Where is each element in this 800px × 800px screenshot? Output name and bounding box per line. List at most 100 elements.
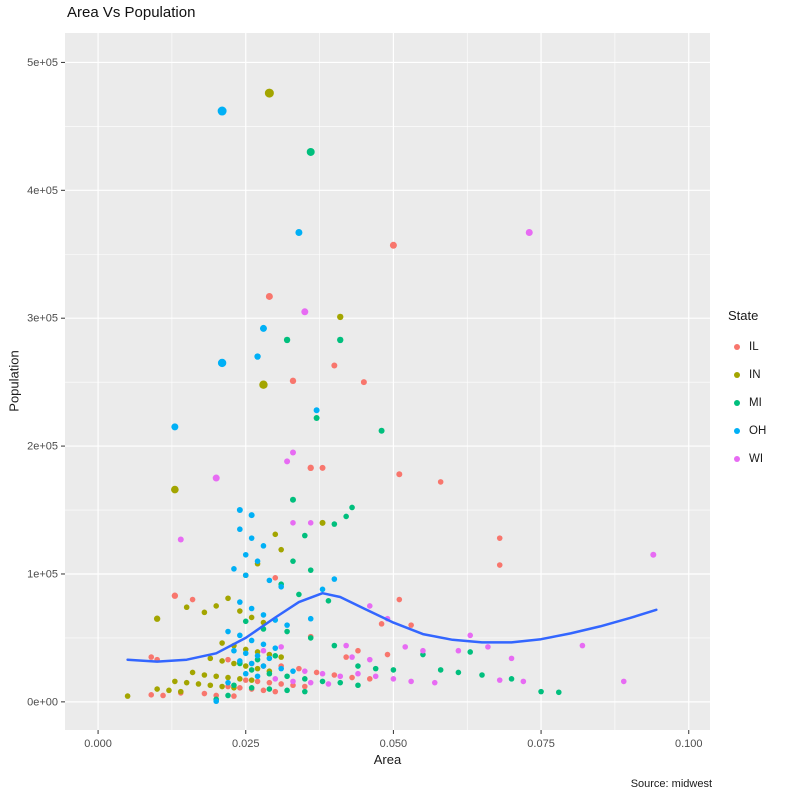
data-point (201, 672, 208, 678)
legend-label: IL (749, 341, 759, 353)
data-point (259, 324, 267, 332)
data-point (355, 682, 361, 689)
data-point (319, 464, 326, 471)
data-point (177, 536, 184, 543)
data-point (302, 532, 308, 539)
legend-key (728, 367, 745, 384)
data-point (302, 676, 308, 682)
data-point (207, 682, 214, 689)
data-point (295, 229, 303, 237)
data-point (171, 423, 179, 431)
series-WI (177, 229, 657, 687)
data-point (172, 678, 178, 685)
data-point (225, 656, 231, 663)
data-point (217, 358, 227, 368)
data-point (242, 618, 249, 625)
plot-panel (65, 33, 710, 730)
data-point (331, 521, 338, 527)
data-point (201, 609, 208, 616)
data-point (337, 336, 344, 344)
data-point (266, 577, 273, 584)
data-point (650, 551, 657, 558)
legend-key (728, 395, 745, 412)
data-point (260, 641, 267, 648)
data-point (265, 292, 273, 300)
data-point (195, 681, 202, 687)
legend-key (728, 451, 745, 468)
chart-title: Area Vs Population (67, 4, 196, 21)
data-point (319, 519, 326, 526)
data-point (248, 684, 255, 691)
series-OH (171, 106, 338, 705)
data-point (306, 147, 315, 156)
x-tick-label: 0.075 (527, 738, 555, 750)
data-point (289, 496, 296, 503)
data-point (189, 596, 196, 603)
data-point (331, 672, 338, 678)
data-point (231, 647, 237, 654)
data-point (284, 628, 290, 635)
data-point (278, 644, 284, 650)
data-point (189, 669, 196, 676)
data-point (485, 644, 491, 650)
data-point (219, 683, 225, 690)
data-point (272, 653, 279, 659)
data-point (301, 308, 309, 316)
data-point (272, 645, 279, 651)
data-point (154, 686, 160, 692)
data-point (366, 656, 373, 663)
data-point (337, 673, 344, 680)
data-point (260, 687, 267, 694)
data-point (217, 106, 227, 116)
data-point (278, 583, 284, 590)
data-point (272, 688, 279, 695)
data-point (213, 673, 220, 680)
data-point (207, 655, 214, 662)
data-point (307, 567, 314, 573)
data-point (384, 651, 391, 658)
data-point (266, 651, 273, 658)
data-point (496, 535, 503, 541)
data-point (266, 679, 273, 686)
data-point (296, 591, 302, 598)
data-point (278, 665, 284, 672)
data-point (183, 604, 190, 611)
legend-key (728, 423, 745, 440)
data-point (378, 621, 385, 627)
legend-key-dot (733, 344, 740, 350)
data-point (289, 449, 296, 456)
data-point (307, 464, 314, 472)
data-point (284, 458, 291, 465)
data-point (183, 679, 190, 686)
legend-item-OH: OH (728, 417, 766, 445)
data-point (264, 88, 274, 98)
data-point (248, 512, 255, 519)
data-point (160, 692, 166, 699)
data-point (225, 595, 231, 602)
data-point (331, 642, 338, 649)
data-point (455, 669, 462, 676)
data-point (372, 665, 379, 672)
x-tick-label: 0.000 (84, 738, 112, 750)
data-point (124, 693, 131, 699)
data-point (319, 678, 326, 685)
data-point (360, 379, 367, 386)
data-point (296, 665, 302, 672)
data-point (349, 654, 355, 660)
data-point (237, 658, 243, 664)
data-point (307, 615, 314, 622)
data-point (177, 688, 184, 695)
data-point (237, 676, 243, 682)
data-point (420, 647, 426, 654)
data-point (219, 640, 225, 646)
data-point (307, 679, 314, 686)
data-point (337, 313, 344, 321)
data-point (254, 678, 261, 685)
data-point (319, 586, 326, 593)
data-point (260, 612, 267, 618)
data-point (148, 692, 155, 698)
data-point (479, 672, 485, 678)
data-point (355, 670, 361, 677)
legend-key (728, 339, 745, 356)
data-point (272, 531, 279, 538)
